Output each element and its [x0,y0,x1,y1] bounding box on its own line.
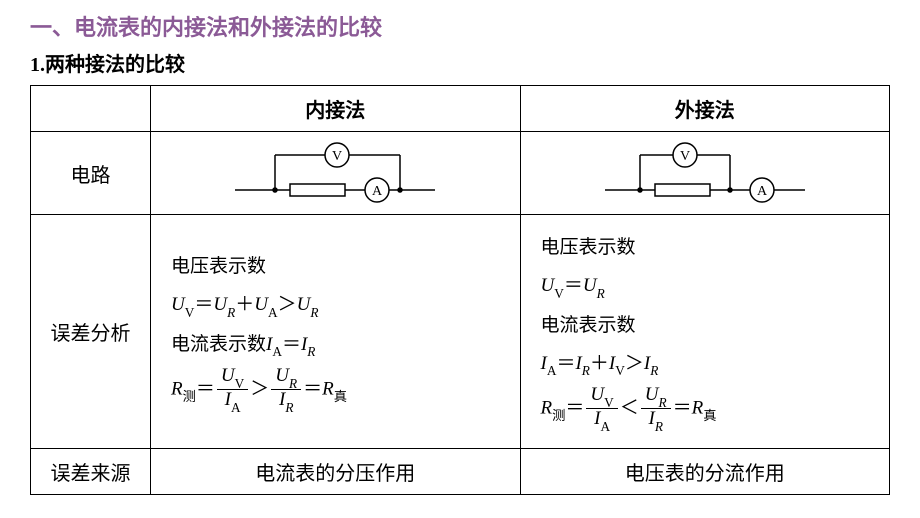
svg-text:V: V [680,149,690,164]
header-inner: 内接法 [151,86,521,132]
page-subtitle: 1.两种接法的比较 [30,48,890,77]
analysis-outer: 电压表示数 UV＝UR 电流表示数 IA＝IR＋IV＞IR R测＝UVIA＜UR… [520,215,890,449]
circuit-outer-svg: A V [595,140,815,206]
circuit-inner-svg: A V [225,140,445,206]
svg-text:A: A [372,184,383,199]
circuit-inner: A V [151,132,521,215]
row-header-analysis: 误差分析 [31,215,151,449]
source-inner: 电流表的分压作用 [151,448,521,494]
header-blank [31,86,151,132]
inner-volt-expr: UV＝UR＋UA＞UR [171,287,500,323]
outer-volt-expr: UV＝UR [541,268,870,304]
inner-curr-label: 电流表示数IA＝IR [171,327,500,363]
row-header-circuit: 电路 [31,132,151,215]
circuit-outer: A V [520,132,890,215]
svg-text:A: A [757,184,768,199]
source-outer: 电压表的分流作用 [520,448,890,494]
inner-volt-label: 电压表示数 [171,249,500,284]
inner-r-expr: R测＝UVIA＞URIR＝R真 [171,366,500,414]
analysis-inner: 电压表示数 UV＝UR＋UA＞UR 电流表示数IA＝IR R测＝UVIA＞URI… [151,215,521,449]
header-outer: 外接法 [520,86,890,132]
outer-curr-label: 电流表示数 [541,308,870,343]
outer-curr-expr: IA＝IR＋IV＞IR [541,346,870,382]
page-title: 一、电流表的内接法和外接法的比较 [30,10,890,42]
outer-volt-label: 电压表示数 [541,230,870,265]
row-header-source: 误差来源 [31,448,151,494]
svg-text:V: V [332,149,342,164]
outer-r-expr: R测＝UVIA＜URIR＝R真 [541,385,870,433]
comparison-table: 内接法 外接法 电路 A [30,85,890,495]
